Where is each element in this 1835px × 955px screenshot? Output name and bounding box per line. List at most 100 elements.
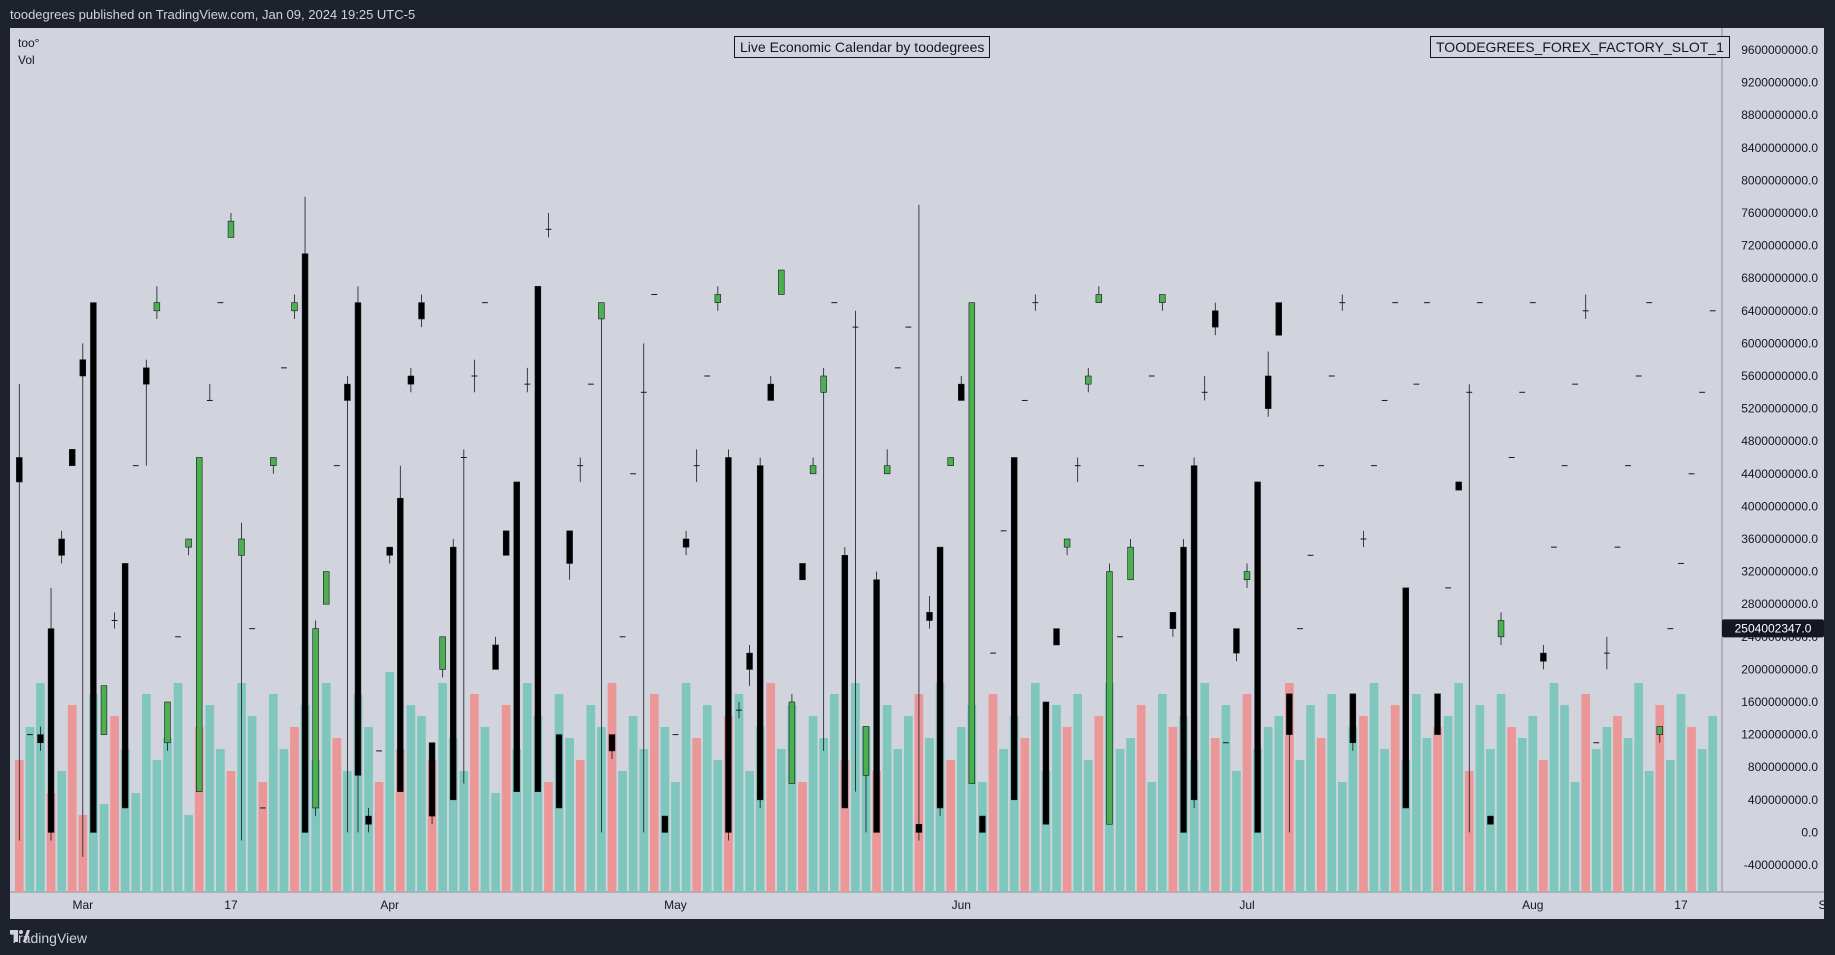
y-tick-label: 8800000000.0 (1741, 108, 1818, 122)
volume-bar (1020, 738, 1030, 892)
volume-bar (681, 683, 691, 892)
volume-bar (1062, 727, 1072, 892)
candle-up (100, 685, 108, 735)
candle-down (1540, 652, 1547, 662)
candle-down (725, 457, 732, 833)
volume-bar (1697, 749, 1707, 892)
candle-down (492, 644, 499, 670)
candle-down (90, 302, 97, 833)
candle-up (1106, 571, 1113, 825)
volume-bar (1232, 771, 1241, 892)
candle-down (746, 652, 753, 670)
volume-bar (1041, 771, 1051, 892)
volume-bar (607, 683, 617, 892)
title-box: Live Economic Calendar by toodegrees (734, 36, 991, 58)
volume-bar (311, 760, 320, 892)
candle-up (164, 701, 171, 744)
y-tick-label: 4400000000.0 (1741, 467, 1818, 481)
volume-bar (1369, 683, 1379, 892)
volume-bar (660, 727, 670, 892)
volume-bar (247, 716, 257, 892)
volume-bar (131, 793, 141, 892)
volume-bar (1454, 683, 1464, 892)
volume-bar (1549, 683, 1559, 892)
candle-down (58, 538, 65, 556)
candle-down (926, 612, 933, 621)
candle-down (873, 579, 880, 833)
volume-bar (1359, 716, 1368, 892)
candle-up (1497, 620, 1505, 638)
x-tick-label: Jul (1239, 898, 1254, 912)
volume-bar (967, 705, 977, 892)
volume-bar (1306, 705, 1315, 892)
volume-bar (374, 782, 384, 892)
y-tick-label: 2000000000.0 (1741, 662, 1818, 676)
volume-bar (1539, 760, 1548, 892)
volume-bar (978, 782, 987, 892)
volume-bar (470, 694, 479, 892)
volume-bar (1316, 738, 1326, 892)
chart-legend: too° Vol (18, 35, 39, 69)
volume-bar (649, 694, 659, 892)
x-tick-label: 17 (224, 898, 238, 912)
volume-bar (152, 760, 162, 892)
candle-down (143, 367, 150, 385)
candle-down (418, 302, 425, 320)
volume-bar (1210, 738, 1220, 892)
volume-bar (163, 738, 172, 892)
candle-up (968, 302, 976, 784)
volume-bar (1189, 760, 1199, 892)
volume-bar (1655, 705, 1665, 892)
y-tick-label: 2800000000.0 (1741, 597, 1818, 611)
last-price-badge (1722, 619, 1824, 638)
candle-up (1656, 726, 1663, 735)
volume-bar (67, 705, 77, 892)
candle-up (809, 465, 817, 475)
y-tick-label: 8400000000.0 (1741, 141, 1818, 155)
volume-bar (1644, 771, 1654, 892)
volume-bar (216, 749, 225, 892)
volume-label[interactable]: Vol (18, 53, 35, 67)
candle-up (1085, 375, 1092, 385)
tradingview-brand[interactable]: TradingView (10, 930, 87, 946)
symbol-label[interactable]: too° (18, 36, 40, 50)
chart-area[interactable]: 9600000000.0 9200000000.0 8800000000.0 8400… (10, 28, 1824, 919)
volume-bar (1158, 694, 1167, 892)
candle-down (1264, 375, 1272, 409)
last-price-label: 2504002347.0 (1735, 621, 1812, 635)
volume-bar (1591, 749, 1601, 892)
volume-bar (1676, 694, 1686, 892)
volume-bar (1517, 738, 1527, 892)
candle-up (153, 302, 161, 312)
volume-bar (798, 782, 807, 892)
candle-down (1212, 310, 1219, 328)
volume-bar (406, 705, 416, 892)
candle-up (270, 457, 277, 466)
y-tick-label: 5200000000.0 (1741, 402, 1818, 416)
volume-bar (1570, 782, 1580, 892)
volume-bar (290, 727, 299, 892)
candle-down (1455, 481, 1462, 491)
volume-bar (522, 683, 532, 892)
volume-bar (194, 727, 204, 892)
candle-up (227, 220, 235, 238)
y-tick-label: 5600000000.0 (1741, 369, 1818, 383)
candle-down (450, 546, 457, 801)
volume-bar (459, 771, 469, 892)
candle-down (301, 253, 309, 833)
candlestick-chart[interactable]: 9600000000.0 9200000000.0 8800000000.0 8400… (10, 28, 1824, 919)
volume-bar (1666, 760, 1675, 892)
y-tick-label: 9200000000.0 (1741, 76, 1818, 90)
candle-down (915, 823, 923, 833)
candle-up (947, 457, 954, 466)
candle-down (936, 546, 944, 809)
candle-down (566, 530, 573, 564)
volume-bar (1136, 705, 1146, 892)
volume-bar (1242, 694, 1252, 892)
candle-down (1233, 628, 1240, 654)
candle-up (312, 628, 319, 809)
volume-bar (692, 738, 701, 892)
candle-down (1275, 302, 1282, 336)
candle-down (767, 383, 774, 401)
candle-down (661, 815, 669, 833)
